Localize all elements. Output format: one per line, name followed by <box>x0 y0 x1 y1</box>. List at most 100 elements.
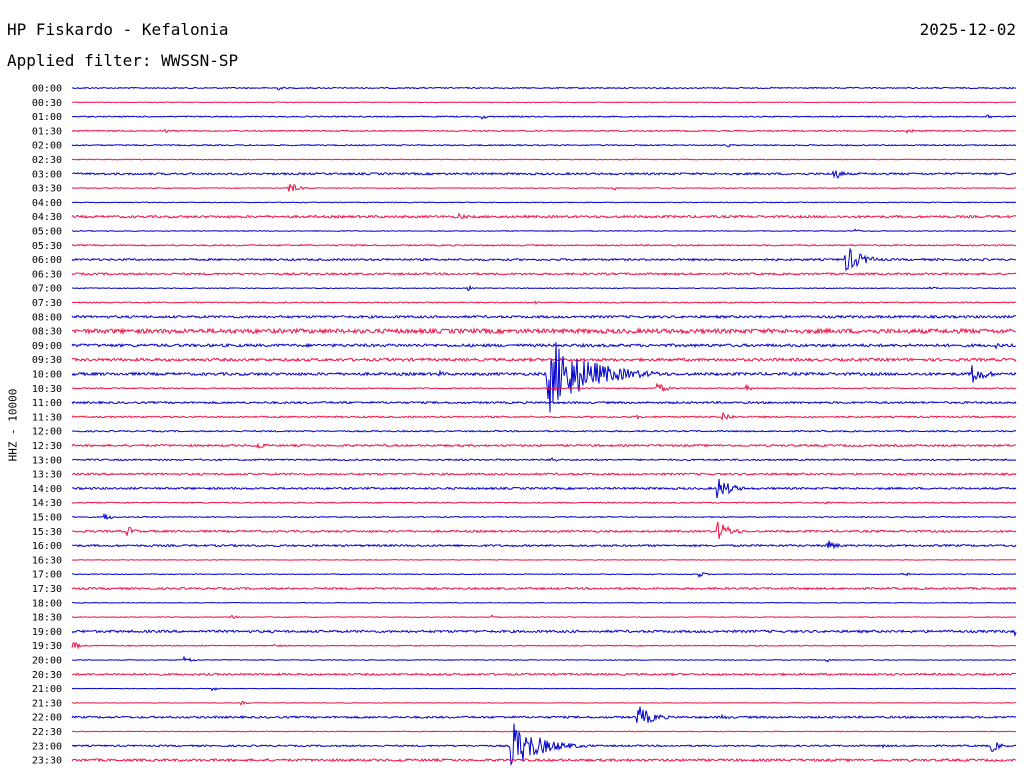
trace-row <box>71 457 1017 462</box>
trace-row <box>71 382 1017 392</box>
row-time-label: 15:00 <box>32 513 62 524</box>
trace-row <box>71 429 1017 433</box>
row-time-label: 12:00 <box>32 427 62 438</box>
row-time-label: 03:00 <box>32 169 62 180</box>
trace-row <box>71 629 1017 638</box>
row-time-label: 07:00 <box>32 284 62 295</box>
row-time-label: 01:00 <box>32 112 62 123</box>
trace-row <box>71 128 1017 135</box>
trace-row <box>71 400 1017 405</box>
row-time-label: 09:30 <box>32 355 62 366</box>
row-time-label: 23:00 <box>32 741 62 752</box>
trace-row <box>71 300 1017 305</box>
trace-row <box>71 356 1017 363</box>
trace-row <box>71 478 1017 499</box>
row-time-label: 21:30 <box>32 698 62 709</box>
row-time-label: 14:30 <box>32 498 62 509</box>
row-time-label: 15:30 <box>32 527 62 538</box>
row-time-label: 16:30 <box>32 555 62 566</box>
date-label: 2025-12-02 <box>919 20 1016 39</box>
trace-row <box>71 169 1017 179</box>
row-time-label: 04:30 <box>32 212 62 223</box>
trace-row <box>71 687 1017 692</box>
trace-row <box>71 442 1017 449</box>
row-time-label: 03:30 <box>32 184 62 195</box>
row-time-label: 17:30 <box>32 584 62 595</box>
row-time-label: 19:00 <box>32 627 62 638</box>
row-time-label: 00:00 <box>32 84 62 95</box>
row-time-label: 18:30 <box>32 613 62 624</box>
row-time-label: 23:30 <box>32 756 62 767</box>
row-time-label: 06:00 <box>32 255 62 266</box>
row-time-label: 16:00 <box>32 541 62 552</box>
trace-row <box>72 540 1017 550</box>
trace-row <box>71 586 1017 591</box>
row-time-label: 07:30 <box>32 298 62 309</box>
trace-row <box>71 521 1017 540</box>
trace-row <box>71 271 1017 276</box>
trace-row <box>71 706 1017 723</box>
trace-row <box>71 201 1017 204</box>
row-time-label: 05:30 <box>32 241 62 252</box>
trace-row <box>71 700 1017 707</box>
trace-row <box>71 183 1017 192</box>
trace-row <box>71 512 1017 521</box>
trace-row <box>71 411 1017 422</box>
trace-row <box>71 342 1017 350</box>
trace-row <box>71 342 1017 413</box>
trace-row <box>71 247 1017 272</box>
row-time-label: 12:30 <box>32 441 62 452</box>
station-title: HP Fiskardo - Kefalonia <box>7 20 229 39</box>
row-time-label: 11:00 <box>32 398 62 409</box>
trace-row <box>71 601 1017 604</box>
row-time-label: 04:00 <box>32 198 62 209</box>
row-time-label: 13:00 <box>32 455 62 466</box>
row-time-label: 02:30 <box>32 155 62 166</box>
row-time-label: 22:30 <box>32 727 62 738</box>
row-time-label: 22:00 <box>32 713 62 724</box>
row-time-label: 18:00 <box>32 598 62 609</box>
trace-row <box>71 501 1017 505</box>
row-time-label: 10:00 <box>32 370 62 381</box>
row-time-label: 02:00 <box>32 141 62 152</box>
row-time-label: 00:30 <box>32 98 62 109</box>
filter-label: Applied filter: WWSSN-SP <box>7 51 239 70</box>
row-time-label: 17:00 <box>32 570 62 581</box>
trace-row <box>71 559 1017 561</box>
trace-row <box>71 723 1017 767</box>
trace-row <box>71 614 1017 620</box>
trace-row <box>71 572 1017 579</box>
trace-row <box>71 212 1017 220</box>
row-time-label: 11:30 <box>32 412 62 423</box>
trace-row <box>71 655 1017 663</box>
trace-row <box>71 327 1017 336</box>
trace-row <box>71 228 1017 233</box>
row-time-label: 08:00 <box>32 312 62 323</box>
row-time-label: 05:00 <box>32 227 62 238</box>
trace-row <box>71 143 1017 148</box>
trace-row <box>71 101 1017 104</box>
row-time-label: 10:30 <box>32 384 62 395</box>
row-time-label: 06:30 <box>32 269 62 280</box>
row-time-label: 14:00 <box>32 484 62 495</box>
row-time-label: 13:30 <box>32 470 62 481</box>
row-time-label: 20:30 <box>32 670 62 681</box>
row-time-label: 19:30 <box>32 641 62 652</box>
trace-row <box>71 672 1017 677</box>
trace-row <box>71 284 1017 292</box>
trace-row <box>71 757 1017 763</box>
trace-row <box>71 86 1017 91</box>
row-time-label: 01:30 <box>32 126 62 137</box>
trace-row <box>71 314 1017 320</box>
trace-row <box>71 641 1017 650</box>
trace-row <box>71 243 1017 247</box>
row-time-label: 08:30 <box>32 327 62 338</box>
row-time-label: 09:00 <box>32 341 62 352</box>
row-time-label: 20:00 <box>32 656 62 667</box>
trace-row <box>71 730 1017 733</box>
row-time-label: 21:00 <box>32 684 62 695</box>
trace-row <box>71 472 1017 477</box>
trace-row <box>71 158 1017 161</box>
trace-row <box>71 114 1017 120</box>
